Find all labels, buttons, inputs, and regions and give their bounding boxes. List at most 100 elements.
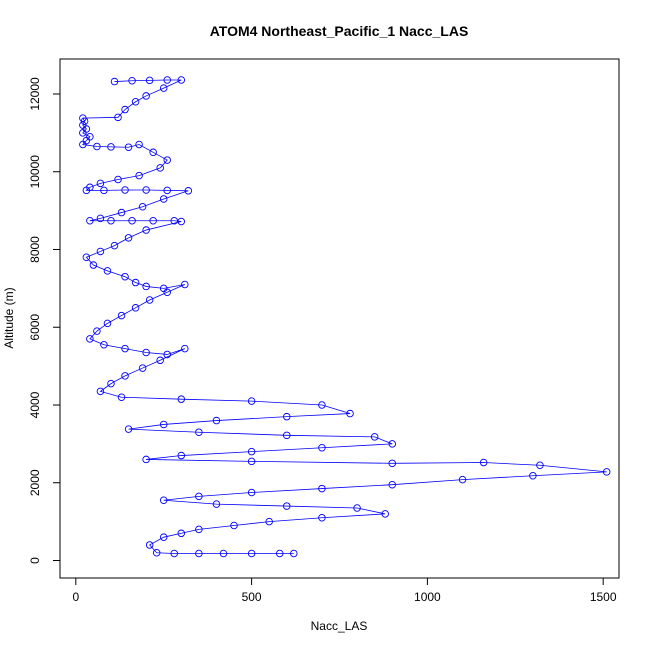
- y-axis: 0 2000 4000 6000 8000 10000 12000: [28, 77, 61, 564]
- data-point: [529, 472, 537, 480]
- data-point: [128, 216, 136, 225]
- data-point: [79, 140, 87, 149]
- data-point: [110, 241, 119, 250]
- data-point: [247, 488, 256, 497]
- data-point: [86, 216, 94, 225]
- data-point: [195, 428, 203, 436]
- data-point: [195, 492, 203, 501]
- data-point: [107, 143, 115, 151]
- series-lines: [82, 79, 607, 554]
- data-point: [163, 186, 171, 195]
- data-point: [135, 140, 143, 149]
- data-point: [318, 513, 326, 522]
- data-point: [103, 319, 112, 328]
- y-tick-label: 0: [28, 557, 42, 564]
- data-point: [388, 459, 396, 468]
- data-point: [247, 457, 256, 466]
- data-point: [346, 409, 354, 418]
- data-point: [212, 416, 221, 425]
- x-axis-label: Nacc_LAS: [311, 619, 368, 633]
- data-point: [110, 77, 119, 86]
- data-point: [124, 425, 133, 433]
- data-point: [93, 142, 101, 151]
- data-point: [479, 458, 488, 467]
- data-point: [536, 461, 544, 470]
- data-point: [124, 234, 133, 242]
- data-point: [152, 548, 161, 557]
- data-point: [107, 379, 115, 388]
- data-point: [195, 549, 203, 558]
- data-point: [290, 549, 298, 558]
- data-point: [159, 496, 168, 504]
- y-tick-label: 2000: [28, 469, 42, 496]
- data-point: [128, 77, 136, 85]
- data-point: [159, 195, 168, 203]
- data-point: [135, 171, 143, 180]
- data-point: [121, 105, 129, 114]
- data-point: [230, 521, 238, 530]
- data-point: [121, 186, 129, 194]
- data-point: [177, 217, 186, 226]
- data-point: [79, 129, 87, 137]
- data-point: [142, 348, 150, 357]
- data-point: [103, 267, 112, 275]
- data-point: [212, 500, 221, 508]
- data-point: [177, 395, 186, 403]
- data-point: [149, 216, 157, 225]
- data-point: [156, 164, 164, 172]
- data-point: [247, 549, 256, 558]
- data-point: [170, 216, 179, 225]
- data-point: [177, 529, 186, 538]
- data-point: [381, 510, 389, 518]
- x-tick-label: 1000: [414, 590, 441, 604]
- data-point: [82, 253, 91, 262]
- data-point: [131, 98, 140, 106]
- data-point: [142, 455, 150, 464]
- data-point: [96, 179, 105, 188]
- data-point: [89, 261, 98, 269]
- data-point: [96, 247, 105, 256]
- x-tick-label: 0: [72, 590, 79, 604]
- data-point: [138, 202, 147, 211]
- data-point: [275, 549, 284, 558]
- data-point: [602, 468, 611, 476]
- data-point: [114, 175, 122, 184]
- y-tick-label: 6000: [28, 314, 42, 341]
- data-point: [458, 475, 467, 484]
- data-point: [156, 356, 164, 365]
- data-point: [159, 420, 168, 429]
- data-point: [145, 296, 154, 304]
- data-point: [124, 143, 133, 151]
- data-point: [96, 214, 105, 223]
- data-point: [121, 372, 129, 380]
- data-point: [388, 440, 396, 448]
- data-point: [159, 84, 168, 92]
- data-point: [195, 525, 203, 534]
- x-tick-label: 500: [242, 590, 262, 604]
- data-point: [117, 311, 126, 320]
- y-axis-label: Altitude (m): [2, 287, 16, 348]
- data-point: [117, 208, 126, 217]
- data-point: [142, 186, 150, 194]
- series-points: [79, 76, 611, 558]
- data-point: [159, 533, 168, 541]
- data-point: [107, 216, 115, 225]
- data-point: [181, 280, 189, 289]
- data-point: [283, 431, 291, 440]
- data-point: [142, 92, 150, 100]
- plot-frame: [59, 58, 620, 579]
- data-point: [100, 340, 108, 349]
- series-line: [82, 79, 607, 554]
- y-tick-label: 4000: [28, 391, 42, 418]
- chart-title: ATOM4 Northeast_Pacific_1 Nacc_LAS: [210, 23, 469, 39]
- data-point: [142, 226, 150, 234]
- data-point: [219, 549, 228, 558]
- data-point: [265, 517, 273, 526]
- data-point: [80, 117, 89, 125]
- data-point: [138, 364, 147, 372]
- data-point: [82, 186, 91, 195]
- data-point: [149, 148, 157, 157]
- data-point: [100, 186, 108, 195]
- data-point: [163, 350, 171, 359]
